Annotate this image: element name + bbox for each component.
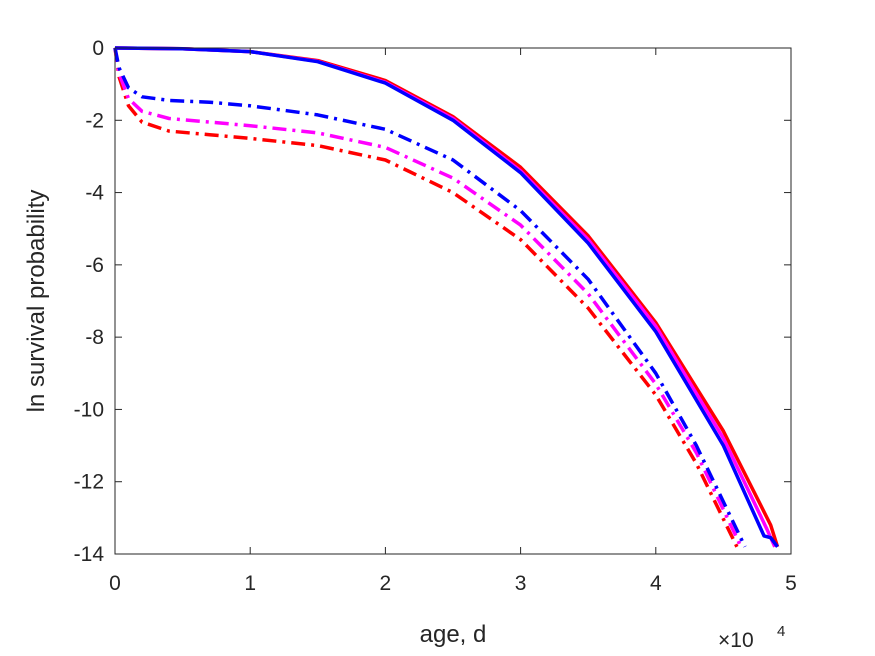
x-tick-label: 5 bbox=[785, 572, 797, 595]
x-tick-label: 0 bbox=[109, 572, 121, 595]
x-tick-label: 4 bbox=[650, 572, 662, 595]
x-tick-label: 1 bbox=[244, 572, 256, 595]
x-tick-label: 3 bbox=[515, 572, 527, 595]
plot-frame bbox=[114, 47, 792, 555]
y-axis-label: ln survival probability bbox=[23, 190, 50, 413]
y-tick-label: 0 bbox=[92, 37, 104, 60]
series-line-6 bbox=[113, 47, 747, 548]
y-tick-label: -8 bbox=[85, 326, 104, 349]
series-line-5 bbox=[113, 47, 743, 548]
y-tick-label: -2 bbox=[85, 109, 104, 132]
series-line-4 bbox=[113, 47, 739, 548]
x-exponent-power: 4 bbox=[777, 623, 785, 640]
y-tick-label: -12 bbox=[74, 471, 104, 494]
y-tick-label: -6 bbox=[85, 254, 104, 277]
tick-layer: 0 1 2 3 4 5 0 -2 -4 -6 -8 -10 -12 -14 bbox=[74, 37, 797, 595]
y-tick-label: -14 bbox=[74, 543, 105, 566]
plot-area bbox=[115, 48, 791, 554]
x-axis-label: age, d bbox=[420, 621, 487, 648]
y-tick-label: -4 bbox=[85, 182, 104, 205]
x-exponent-base: ×10 bbox=[718, 629, 754, 652]
y-tick-label: -10 bbox=[74, 398, 104, 421]
x-tick-label: 2 bbox=[380, 572, 392, 595]
